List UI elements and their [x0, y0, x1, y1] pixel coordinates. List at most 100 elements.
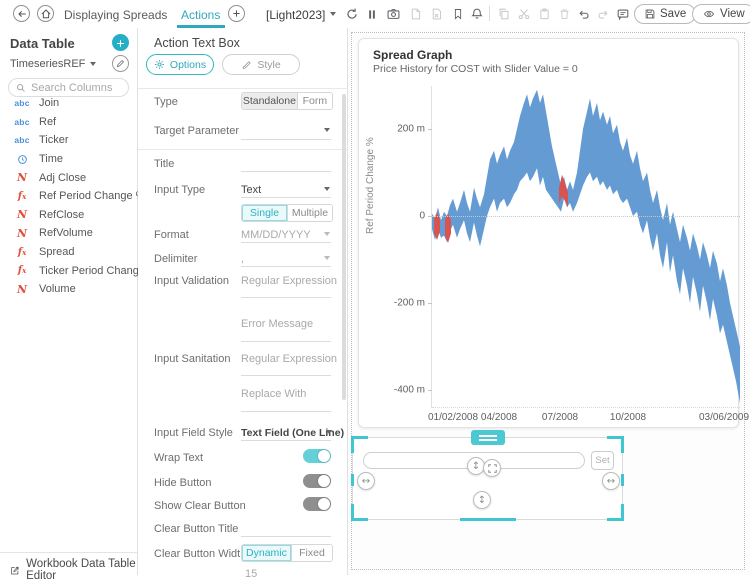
x-tick-label: 10/2008: [609, 412, 647, 423]
segment-option-multiple[interactable]: Multiple: [286, 205, 332, 221]
input-type-underline: [241, 197, 331, 198]
column-item-adj-close[interactable]: N Adj Close: [0, 168, 137, 187]
clear-button-title-input[interactable]: [241, 536, 331, 537]
column-item-ref-period-change-[interactable]: fx Ref Period Change %: [0, 187, 146, 206]
theme-selector[interactable]: [Light2023]: [266, 8, 326, 22]
segment-option-fixed[interactable]: Fixed: [290, 545, 332, 561]
refresh-icon: [347, 8, 357, 19]
snapshot-button[interactable]: [385, 6, 401, 22]
view-button[interactable]: View: [692, 4, 750, 24]
add-data-table-button[interactable]: +: [112, 34, 129, 51]
input-field-style-value[interactable]: Text Field (One Line): [241, 427, 345, 439]
x-tick-label: 03/06/2009: [698, 412, 750, 423]
comments-button[interactable]: [615, 6, 631, 22]
redo-button[interactable]: [595, 6, 611, 22]
delete-button[interactable]: [556, 6, 572, 22]
tab-actions[interactable]: Actions: [181, 8, 221, 22]
validation-regex-input[interactable]: Regular Expression: [241, 275, 337, 287]
column-label: Adj Close: [39, 171, 87, 184]
cut-button[interactable]: [516, 6, 532, 22]
tab-options-label: Options: [169, 58, 207, 71]
action-text-box-panel: Action Text Box Options Style Type Stand…: [138, 28, 348, 580]
tab-style[interactable]: Style: [222, 54, 300, 75]
bookmark-button[interactable]: [450, 6, 466, 22]
column-label: Volume: [39, 283, 76, 296]
column-type-numeric-icon: N: [16, 226, 28, 240]
y-tick-label: -400 m: [393, 384, 425, 396]
resize-bottom-handle[interactable]: ↕: [473, 491, 491, 509]
expand-handle[interactable]: [483, 459, 501, 477]
column-item-volume[interactable]: N Volume: [0, 280, 137, 299]
back-button[interactable]: [13, 5, 30, 22]
column-label: Ref Period Change %: [39, 190, 146, 203]
refresh-button[interactable]: [344, 6, 360, 22]
alerts-button[interactable]: [469, 6, 485, 22]
floppy-icon: [645, 9, 655, 19]
inspector-scrollbar[interactable]: [342, 94, 346, 400]
inspector-title: Action Text Box: [154, 36, 240, 50]
resize-right-handle[interactable]: ↔: [602, 472, 620, 490]
column-item-ticker-period-change-[interactable]: fx Ticker Period Change %: [0, 261, 158, 280]
column-item-spread[interactable]: fx Spread: [0, 243, 137, 262]
input-type-value[interactable]: Text: [241, 184, 262, 196]
widget-drag-handle[interactable]: [470, 430, 505, 445]
column-type-time-icon: [12, 154, 32, 165]
input-type-label: Input Type: [154, 184, 206, 196]
add-tab-button[interactable]: [228, 5, 245, 22]
copy-button[interactable]: [496, 6, 512, 22]
input-field-style-caret-icon[interactable]: [326, 430, 332, 434]
error-message-underline: [241, 341, 331, 342]
column-item-ref[interactable]: abc Ref: [0, 113, 137, 132]
table-selector[interactable]: TimeseriesREF: [10, 58, 97, 70]
resize-left-handle[interactable]: ↔: [357, 472, 375, 490]
show-clear-button-toggle[interactable]: [303, 497, 331, 511]
clear-button-title-label: Clear Button Title: [154, 523, 239, 535]
search-columns-input[interactable]: Search Columns: [8, 78, 129, 97]
target-parameter-caret-icon[interactable]: [324, 128, 330, 132]
segment-option-single[interactable]: Single: [242, 205, 287, 221]
tab-options[interactable]: Options: [146, 54, 214, 75]
export-excel-button[interactable]: [428, 6, 444, 22]
segment-option-dynamic[interactable]: Dynamic: [242, 545, 291, 561]
wrap-text-toggle[interactable]: [303, 449, 331, 463]
data-table-panel: Data Table + TimeseriesREF Search Column…: [0, 28, 158, 582]
edit-table-button[interactable]: [112, 55, 129, 72]
export-pdf-button[interactable]: [407, 6, 423, 22]
x-axis-line: [432, 407, 740, 408]
tab-style-label: Style: [257, 58, 281, 71]
spread-graph-card[interactable]: Spread Graph Price History for COST with…: [358, 38, 749, 428]
action-text-box-widget[interactable]: Set ↕ ↔ ↔ ↕: [351, 430, 624, 521]
column-item-time[interactable]: Time: [0, 150, 137, 169]
hide-button-toggle[interactable]: [303, 474, 331, 488]
home-button[interactable]: [37, 5, 54, 22]
input-type-caret-icon[interactable]: [324, 187, 330, 191]
title-input[interactable]: [241, 171, 331, 172]
pencil-icon: [116, 60, 124, 68]
error-message-input[interactable]: Error Message: [241, 318, 314, 330]
divider: [138, 149, 347, 150]
save-button[interactable]: Save: [634, 4, 697, 24]
undo-button[interactable]: [576, 6, 592, 22]
column-item-join[interactable]: abc Join: [0, 94, 137, 113]
segment-option-form[interactable]: Form: [296, 93, 332, 109]
sanitation-regex-input[interactable]: Regular Expression: [241, 353, 337, 365]
workbook-title: Displaying Spreads: [64, 8, 168, 22]
replace-with-input[interactable]: Replace With: [241, 388, 307, 400]
theme-caret-icon[interactable]: [330, 12, 336, 16]
chart-plot-area[interactable]: 200 m 0 -200 m -400 m 01/02/2008 04/2008 07/2…: [394, 86, 749, 423]
pause-button[interactable]: [364, 6, 380, 22]
selection-edge-mark: [621, 474, 624, 486]
segment-option-standalone[interactable]: Standalone: [242, 93, 297, 109]
table-name: TimeseriesREF: [10, 58, 86, 70]
column-item-ticker[interactable]: abc Ticker: [0, 131, 137, 150]
paste-button[interactable]: [536, 6, 552, 22]
clear-button-width-segment: Dynamic Fixed: [241, 544, 333, 562]
column-item-refclose[interactable]: N RefClose: [0, 206, 137, 225]
widget-set-button[interactable]: Set: [591, 451, 614, 470]
column-item-refvolume[interactable]: N RefVolume: [0, 224, 137, 243]
input-field-style-label: Input Field Style: [154, 427, 233, 439]
workbook-data-table-editor-link[interactable]: Workbook Data Table Editor: [10, 558, 137, 582]
format-label: Format: [154, 229, 189, 241]
target-parameter-dropdown[interactable]: [241, 139, 331, 140]
column-label: RefClose: [39, 208, 85, 221]
